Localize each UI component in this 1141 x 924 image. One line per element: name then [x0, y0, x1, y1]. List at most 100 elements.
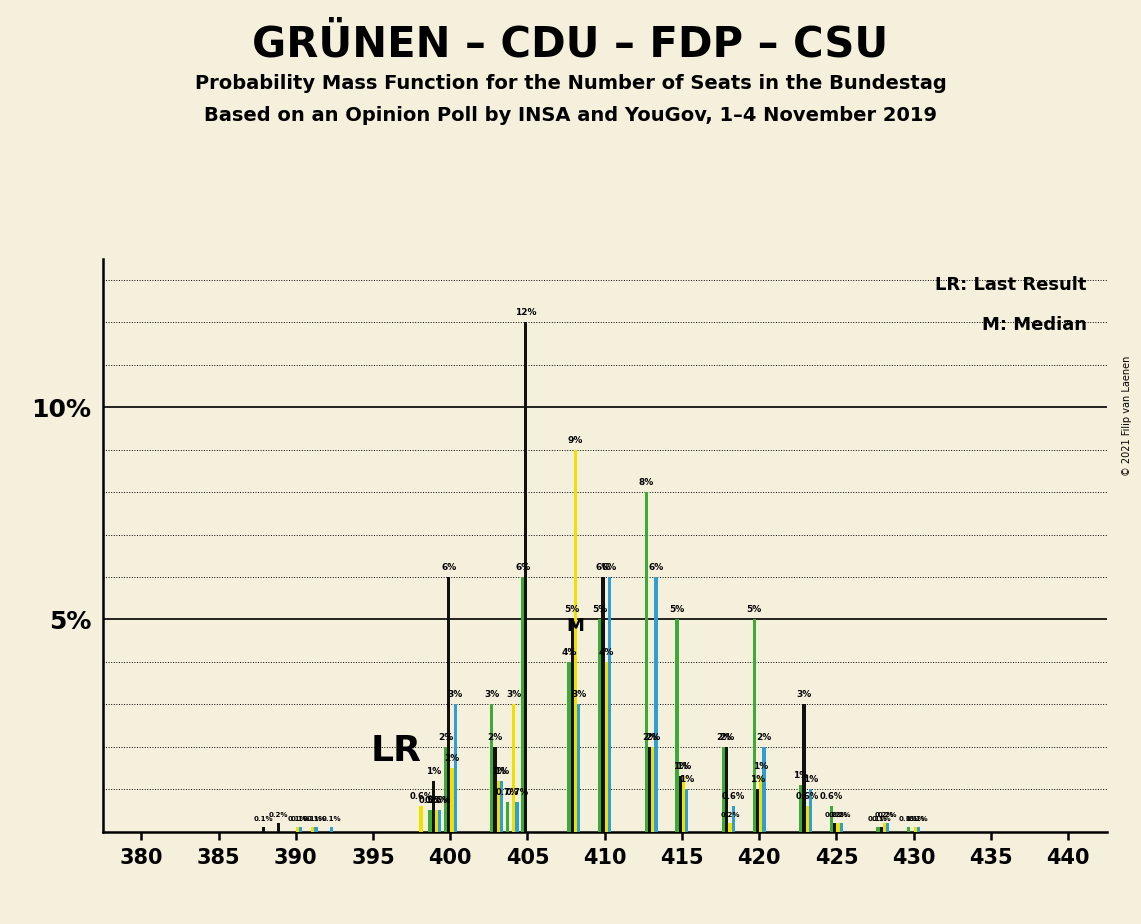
Bar [438, 810, 442, 832]
Bar [652, 747, 654, 832]
Text: 0.1%: 0.1% [253, 816, 273, 822]
Bar [806, 806, 809, 832]
Bar [648, 747, 652, 832]
Bar [435, 810, 438, 832]
Bar [451, 768, 453, 832]
Bar [296, 827, 299, 832]
Bar [731, 806, 735, 832]
Text: 0.2%: 0.2% [828, 812, 848, 818]
Bar [759, 776, 762, 832]
Bar [277, 823, 281, 832]
Text: 0.5%: 0.5% [419, 796, 442, 806]
Bar [809, 789, 812, 832]
Bar [521, 577, 524, 832]
Text: 0.6%: 0.6% [795, 792, 819, 801]
Bar [315, 827, 317, 832]
Text: 0.7%: 0.7% [495, 788, 519, 796]
Bar [679, 776, 682, 832]
Bar [883, 823, 887, 832]
Text: M: Median: M: Median [981, 316, 1086, 334]
Text: 1%: 1% [803, 775, 818, 784]
Bar [682, 776, 686, 832]
Text: 12%: 12% [515, 309, 536, 317]
Bar [833, 823, 836, 832]
Bar [887, 823, 889, 832]
Bar [762, 747, 766, 832]
Bar [493, 747, 496, 832]
Text: 8%: 8% [639, 478, 654, 487]
Bar [876, 827, 880, 832]
Bar [601, 577, 605, 832]
Text: 1%: 1% [491, 767, 505, 775]
Text: 6%: 6% [515, 563, 531, 572]
Bar [914, 827, 917, 832]
Bar [799, 784, 802, 832]
Bar [311, 827, 315, 832]
Text: 0.2%: 0.2% [720, 812, 739, 818]
Bar [598, 619, 601, 832]
Text: 5%: 5% [592, 605, 607, 614]
Text: 3%: 3% [484, 690, 500, 699]
Text: 0.1%: 0.1% [322, 816, 341, 822]
Text: 3%: 3% [796, 690, 811, 699]
Bar [654, 577, 657, 832]
Bar [722, 747, 725, 832]
Bar [574, 450, 577, 832]
Text: 1%: 1% [679, 775, 695, 784]
Bar [420, 806, 422, 832]
Bar [570, 619, 574, 832]
Text: 4%: 4% [561, 648, 576, 657]
Bar [907, 827, 911, 832]
Text: 1%: 1% [753, 762, 768, 772]
Bar [686, 789, 688, 832]
Text: 1%: 1% [675, 762, 691, 772]
Bar [261, 827, 265, 832]
Text: 9%: 9% [568, 435, 583, 444]
Text: 0.7%: 0.7% [505, 788, 528, 796]
Text: 5%: 5% [565, 605, 580, 614]
Bar [608, 577, 612, 832]
Bar [836, 823, 840, 832]
Bar [830, 806, 833, 832]
Text: 5%: 5% [670, 605, 685, 614]
Bar [756, 789, 759, 832]
Text: 6%: 6% [442, 563, 456, 572]
Text: 0.1%: 0.1% [868, 816, 888, 822]
Text: 6%: 6% [602, 563, 617, 572]
Text: 0.2%: 0.2% [832, 812, 851, 818]
Text: 6%: 6% [648, 563, 664, 572]
Text: 3%: 3% [507, 690, 521, 699]
Text: Based on an Opinion Poll by INSA and YouGov, 1–4 November 2019: Based on an Opinion Poll by INSA and You… [204, 106, 937, 126]
Text: 2%: 2% [645, 733, 661, 742]
Bar [330, 827, 333, 832]
Text: 0.2%: 0.2% [877, 812, 898, 818]
Text: LR: LR [371, 734, 422, 768]
Text: 4%: 4% [599, 648, 614, 657]
Bar [725, 747, 728, 832]
Bar [917, 827, 920, 832]
Bar [675, 619, 679, 832]
Bar [491, 704, 493, 832]
Bar [428, 810, 431, 832]
Text: 0.5%: 0.5% [424, 796, 448, 806]
Text: 0.1%: 0.1% [872, 816, 891, 822]
Text: © 2021 Filip van Laenen: © 2021 Filip van Laenen [1122, 356, 1132, 476]
Text: 2%: 2% [756, 733, 771, 742]
Bar [577, 704, 581, 832]
Text: 3%: 3% [447, 690, 463, 699]
Text: 0.6%: 0.6% [721, 792, 745, 801]
Bar [512, 704, 516, 832]
Text: LR: Last Result: LR: Last Result [936, 276, 1086, 294]
Text: 2%: 2% [715, 733, 731, 742]
Text: 1%: 1% [426, 767, 440, 775]
Text: 0.1%: 0.1% [899, 816, 919, 822]
Text: 0.5%: 0.5% [428, 796, 452, 806]
Bar [516, 802, 518, 832]
Text: 0.1%: 0.1% [288, 816, 307, 822]
Text: M: M [567, 617, 584, 635]
Bar [753, 619, 756, 832]
Text: 0.1%: 0.1% [306, 816, 326, 822]
Text: 6%: 6% [596, 563, 610, 572]
Text: 0.1%: 0.1% [304, 816, 323, 822]
Text: 2%: 2% [438, 733, 453, 742]
